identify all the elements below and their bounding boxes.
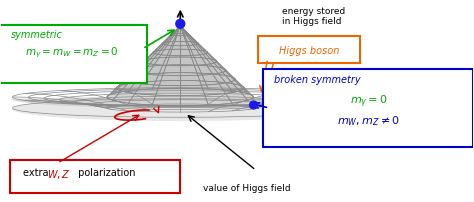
Polygon shape	[12, 97, 348, 108]
Text: $\mathit{W,Z}$: $\mathit{W,Z}$	[47, 168, 71, 181]
Ellipse shape	[12, 97, 348, 121]
Text: value of Higgs field: value of Higgs field	[203, 184, 290, 193]
Text: energy stored
in Higgs field: energy stored in Higgs field	[282, 7, 345, 26]
Text: extra: extra	[23, 168, 52, 178]
Text: broken symmetry: broken symmetry	[274, 75, 361, 85]
FancyBboxPatch shape	[10, 160, 180, 193]
Text: symmetric: symmetric	[11, 30, 63, 40]
Polygon shape	[107, 26, 254, 106]
Text: $m_{\gamma}=0$: $m_{\gamma}=0$	[349, 94, 387, 110]
Point	[250, 103, 257, 107]
Text: Higgs boson: Higgs boson	[279, 46, 339, 56]
FancyBboxPatch shape	[258, 36, 360, 63]
Text: polarization: polarization	[75, 168, 136, 178]
Text: $m_{\gamma}=m_W=m_Z=0$: $m_{\gamma}=m_W=m_Z=0$	[25, 46, 118, 60]
FancyBboxPatch shape	[263, 69, 474, 147]
FancyBboxPatch shape	[0, 25, 147, 83]
Point	[176, 22, 184, 25]
Polygon shape	[107, 26, 254, 97]
Text: $m_W, m_Z \neq 0$: $m_W, m_Z \neq 0$	[337, 114, 400, 128]
